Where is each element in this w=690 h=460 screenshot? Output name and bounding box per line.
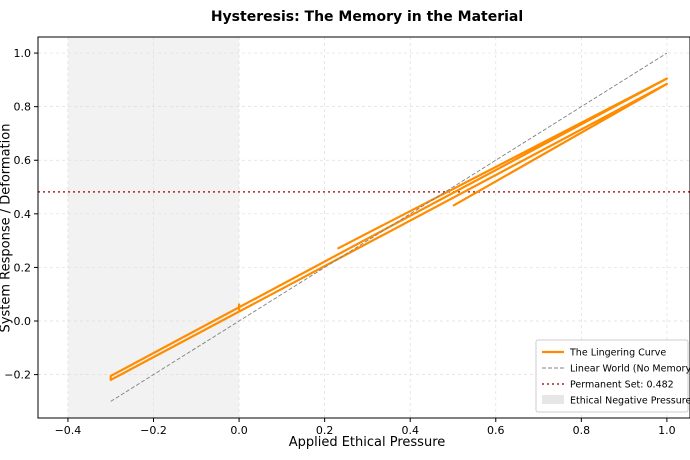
legend-box [535,339,689,413]
shaded-span [67,37,240,418]
x-tick-label: 0.6 [487,424,505,437]
legend-swatch [542,395,564,404]
legend-label: The Lingering Curve [569,348,666,359]
data-line [109,77,668,382]
legend-label: Permanent Set: 0.482 [570,380,674,391]
legend: The Lingering Curve Linear World (No Memo… [535,339,690,413]
y-axis-label: System Response / Deformation [0,124,14,333]
y-tick-label: 0.6 [14,154,32,167]
y-tick-label: 0.2 [14,261,32,274]
chart-title: Hysteresis: The Memory in the Material [211,9,523,25]
x-tick-label: 0.0 [230,424,248,437]
legend-label: Linear World (No Memory) [570,364,690,375]
y-tick-label: −0.2 [4,369,31,382]
y-tick-label: 0.4 [14,208,32,221]
x-tick-label: 1.0 [658,424,676,437]
y-tick-label: 0.0 [14,315,32,328]
data-line [110,52,668,402]
x-tick-label: 0.4 [401,424,419,437]
legend-label: Ethical Negative Pressure [570,396,690,407]
y-tick-label: 0.8 [14,101,32,114]
y-tick-label: 1.0 [14,47,32,60]
plot-frame [37,36,690,419]
x-tick-label: −0.4 [55,424,82,437]
x-tick-label: 0.2 [316,424,334,437]
x-tick-label: 0.8 [573,424,591,437]
x-axis-label: Applied Ethical Pressure [289,435,446,450]
x-tick-label: −0.2 [140,424,167,437]
